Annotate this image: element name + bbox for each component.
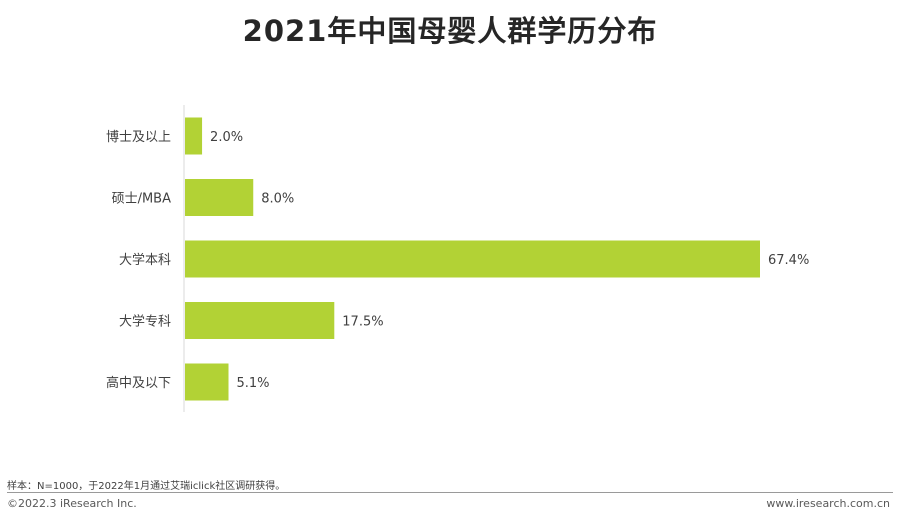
category-label-3: 大学专科 (119, 314, 171, 330)
sample-note: 样本：N=1000，于2022年1月通过艾瑞iclick社区调研获得。 (7, 481, 286, 492)
bar-series: 博士及以上 2.0% 硕士/MBA 8.0% 大学本科 67.4% 大学专科 17.5% 高中及… (106, 117, 809, 401)
bar-3 (185, 302, 335, 339)
copyright-text: ©2022.3 iResearch Inc. (7, 497, 137, 510)
bar-2 (185, 240, 760, 278)
footer-divider (7, 492, 893, 493)
bar-chart: 博士及以上 2.0% 硕士/MBA 8.0% 大学本科 67.4% 大学专科 17.5% 高中及… (106, 105, 809, 412)
value-label-2: 67.4% (768, 253, 809, 268)
category-label-4: 高中及以下 (106, 375, 171, 391)
value-label-4: 5.1% (237, 376, 270, 391)
website-text: www.iresearch.com.cn (766, 497, 890, 510)
category-label-1: 硕士/MBA (112, 192, 172, 207)
category-label-2: 大学本科 (119, 252, 171, 268)
bar-0 (185, 117, 203, 155)
value-label-3: 17.5% (342, 315, 383, 330)
chart-title: 2021年中国母婴人群学历分布 (242, 14, 658, 48)
category-label-0: 博士及以上 (106, 130, 171, 145)
bar-1 (185, 179, 254, 216)
value-label-0: 2.0% (210, 130, 243, 145)
bar-4 (185, 363, 229, 401)
value-label-1: 8.0% (261, 192, 294, 207)
